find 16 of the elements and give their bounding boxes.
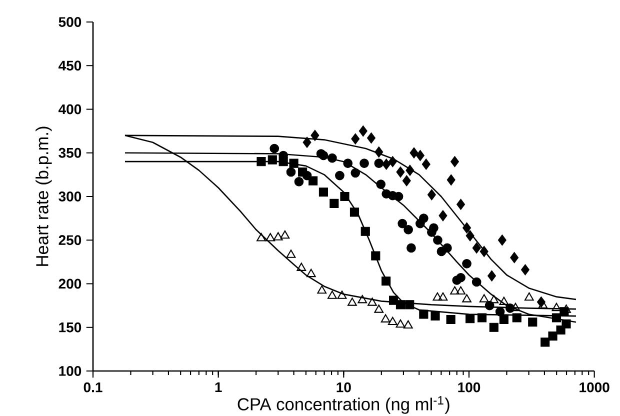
y-tick-label: 300 (58, 192, 82, 202)
y-tick-label: 100 (59, 366, 82, 376)
y-tick-label: 400 (58, 104, 82, 114)
y-tick-label: 450 (58, 60, 82, 71)
x-tick-label: 100 (458, 382, 480, 392)
y-tick-label: 350 (58, 148, 82, 158)
x-axis-title: CPA concentration (ng ml$^{-1}$) (238, 396, 450, 414)
x-tick-label: 1000 (580, 382, 610, 392)
y-tick-label: 500 (58, 17, 82, 27)
y-tick-label: 200 (58, 278, 82, 289)
x-tick-label: 1 (215, 382, 222, 392)
y-axis-title: Heart rate (b.p.m.) (36, 126, 52, 266)
x-tick-label: 10 (336, 382, 351, 392)
y-tick-label: 250 (58, 235, 82, 246)
x-tick-label: 0.1 (84, 382, 102, 392)
y-tick-label: 150 (59, 322, 82, 332)
